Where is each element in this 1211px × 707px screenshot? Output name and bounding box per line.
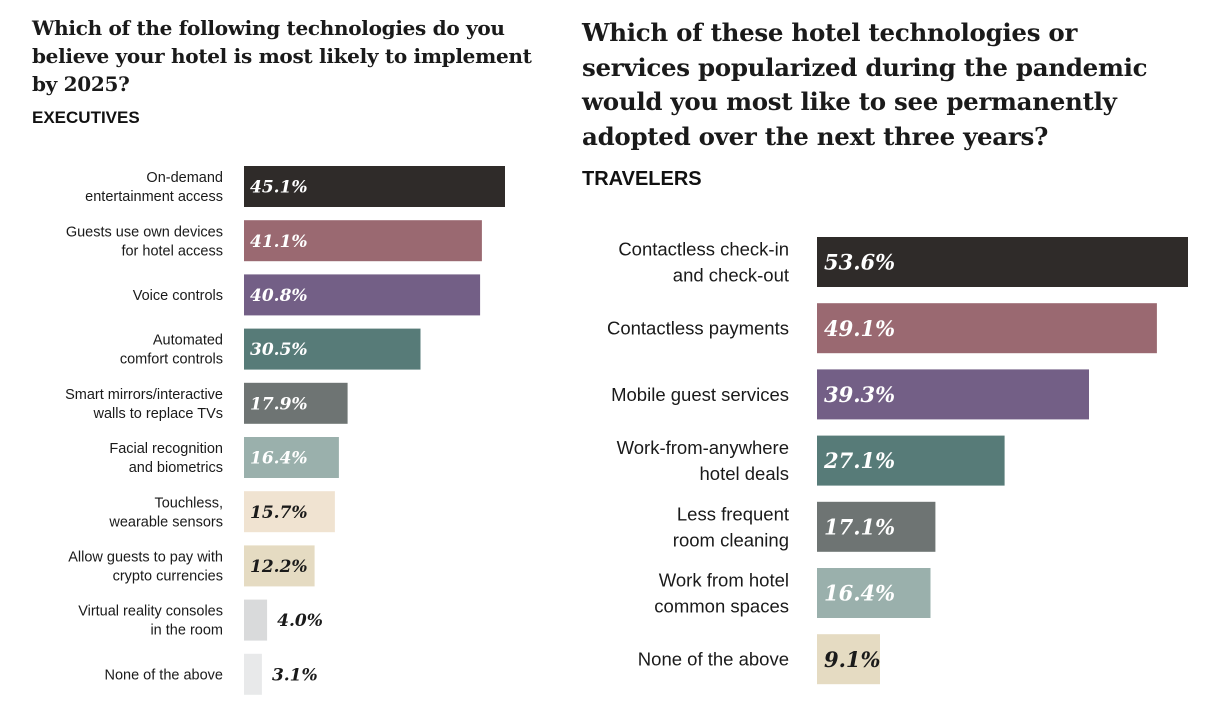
category-label-line: Less frequent — [677, 503, 789, 524]
category-label-line: None of the above — [104, 667, 223, 683]
category-label-line: comfort controls — [120, 352, 223, 368]
bar — [244, 437, 339, 478]
category-label-line: Contactless payments — [607, 318, 789, 339]
category-label-line: entertainment access — [85, 189, 223, 205]
category-label-line: Touchless, — [154, 495, 223, 511]
bar-value-label: 49.1% — [824, 316, 895, 341]
bar — [817, 237, 1188, 287]
bar — [244, 545, 315, 587]
bar-value-label: 16.4% — [824, 581, 895, 606]
bar-value-label: 12.2% — [250, 557, 308, 577]
category-label: Facial recognition and biometrics — [109, 441, 223, 476]
bar — [244, 599, 268, 641]
category-label: Work from hotel common spaces — [654, 569, 789, 616]
bar — [817, 501, 936, 552]
category-label-line: On-demand — [146, 170, 223, 186]
bar — [817, 634, 880, 685]
category-label-line: Work from hotel — [659, 569, 789, 590]
bar-value-label: 9.1% — [824, 647, 881, 672]
chart-title-executives: Which of the following technologies do y… — [32, 16, 532, 96]
category-label-line: Mobile guest services — [611, 384, 789, 405]
bar-value-label: 4.0% — [277, 611, 323, 631]
bar — [244, 382, 348, 424]
category-label-line: Work-from-anywhere — [617, 437, 789, 458]
category-label-line: Automated — [153, 333, 223, 349]
bar — [244, 653, 262, 695]
category-label-line: in the room — [150, 623, 223, 639]
bar — [244, 220, 482, 262]
category-label-line: room cleaning — [673, 529, 789, 550]
category-label-line: Allow guests to pay with — [68, 549, 223, 565]
chart-subtitle-travelers: TRAVELERS — [582, 168, 702, 190]
category-label: Work-from-anywhere hotel deals — [617, 437, 789, 484]
category-label: Smart mirrors/interactive walls to replac… — [65, 387, 223, 422]
bar — [817, 303, 1157, 354]
category-label-line: and check-out — [673, 264, 789, 285]
bar-value-label: 30.5% — [250, 340, 308, 360]
category-label-line: Voice controls — [133, 288, 223, 304]
category-label-line: Facial recognition — [109, 441, 223, 457]
category-label: Mobile guest services — [611, 384, 789, 405]
category-label: None of the above — [104, 667, 223, 683]
bar-value-label: 17.9% — [250, 394, 308, 414]
bar-value-label: 39.3% — [824, 382, 895, 407]
category-label-line: hotel deals — [700, 463, 789, 484]
category-label-line: common spaces — [654, 595, 789, 616]
bar-value-label: 16.4% — [250, 449, 308, 469]
category-label: On-demand entertainment access — [85, 170, 223, 205]
bar-value-label: 27.1% — [823, 448, 895, 473]
bar — [817, 435, 1005, 486]
category-label-line: for hotel access — [121, 243, 223, 259]
category-label: Allow guests to pay with crypto currencie… — [68, 549, 223, 584]
category-label-line: wearable sensors — [108, 514, 223, 530]
bar — [244, 328, 421, 370]
bar — [244, 274, 481, 316]
category-label-line: crypto currencies — [113, 568, 223, 584]
chart-travelers: 53.6% Contactless check-in and check-out 49… — [607, 237, 1188, 685]
chart-subtitle-executives: EXECUTIVES — [32, 108, 140, 127]
category-label: None of the above — [638, 649, 789, 670]
category-label-line: Smart mirrors/interactive — [65, 387, 223, 403]
bar-value-label: 17.1% — [824, 514, 895, 539]
category-label: Guests use own devices for hotel access — [66, 224, 223, 259]
bar — [817, 568, 931, 618]
bar — [817, 369, 1089, 420]
bar-value-label: 40.8% — [250, 286, 308, 306]
category-label-line: None of the above — [638, 649, 789, 670]
category-label: Contactless check-in and check-out — [618, 238, 789, 285]
category-label-line: Virtual reality consoles — [78, 604, 223, 620]
bar-value-label: 41.1% — [250, 232, 308, 252]
category-label: Virtual reality consoles in the room — [78, 604, 223, 639]
category-label-line: Guests use own devices — [66, 224, 223, 240]
category-label: Contactless payments — [607, 318, 789, 339]
category-label-line: walls to replace TVs — [93, 406, 223, 422]
bar-value-label: 53.6% — [824, 250, 895, 275]
bar — [244, 491, 335, 533]
chart-executives: 45.1% On-demand entertainment access 41.1% G… — [65, 166, 505, 695]
bar-value-label: 3.1% — [272, 665, 318, 685]
bar — [244, 166, 505, 207]
bar-value-label: 45.1% — [250, 178, 308, 198]
category-label-line: Contactless check-in — [618, 238, 789, 259]
category-label: Touchless, wearable sensors — [108, 495, 223, 530]
category-label: Automated comfort controls — [120, 333, 223, 368]
category-label: Voice controls — [133, 288, 223, 304]
chart-title-travelers: Which of these hotel technologies or ser… — [582, 18, 1148, 151]
bar-value-label: 15.7% — [250, 503, 308, 523]
category-label: Less frequent room cleaning — [673, 503, 789, 550]
category-label-line: and biometrics — [129, 460, 223, 476]
